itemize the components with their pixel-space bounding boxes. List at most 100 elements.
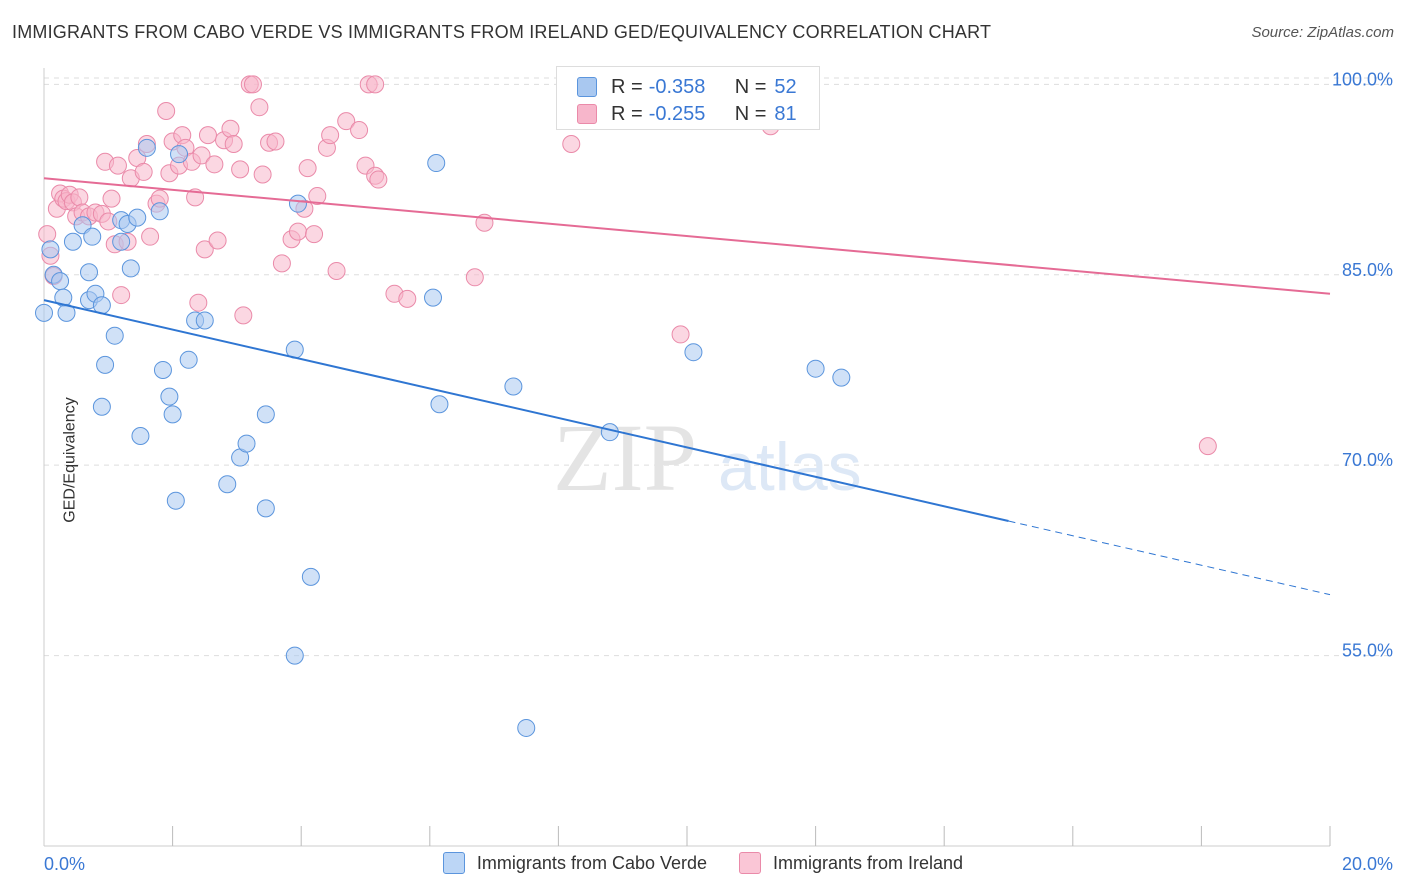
y-tick-label: 55.0% bbox=[1342, 641, 1393, 661]
legend-label: Immigrants from Ireland bbox=[773, 852, 964, 873]
n-label: N = bbox=[734, 75, 767, 98]
ireland-point bbox=[253, 165, 272, 184]
cabo-verde-point bbox=[51, 272, 70, 291]
ireland-point bbox=[337, 112, 356, 131]
cabo-verde-point bbox=[256, 499, 275, 518]
ireland-point bbox=[366, 75, 385, 94]
r-label: R = bbox=[611, 75, 643, 98]
chart-title: IMMIGRANTS FROM CABO VERDE VS IMMIGRANTS… bbox=[12, 22, 992, 42]
cabo-verde-point bbox=[153, 360, 172, 379]
r-value: -0.255 bbox=[648, 102, 706, 125]
ireland-point bbox=[208, 231, 227, 250]
trend-lines bbox=[43, 177, 1331, 596]
stats-row-cabo-verde: R = -0.358 N = 52 bbox=[577, 75, 797, 99]
ireland-point bbox=[234, 306, 253, 325]
ireland-points bbox=[38, 75, 1217, 456]
ireland-point bbox=[671, 325, 690, 344]
ireland-point bbox=[221, 119, 240, 138]
cabo-verde-point bbox=[288, 194, 307, 213]
legend-item-cabo-verde[interactable]: Immigrants from Cabo Verde bbox=[442, 852, 707, 874]
legend-item-ireland[interactable]: Immigrants from Ireland bbox=[739, 852, 963, 874]
cabo-verde-point bbox=[424, 288, 443, 307]
source-label: Source: ZipAtlas.com bbox=[1251, 24, 1394, 41]
ireland-point bbox=[465, 268, 484, 287]
y-axis-label: GED/Equivalency bbox=[61, 397, 79, 523]
ireland-swatch bbox=[577, 104, 597, 124]
watermark-zip: ZIP bbox=[553, 404, 697, 511]
ireland-point bbox=[157, 102, 176, 121]
ireland-trend-line bbox=[43, 177, 1331, 295]
cabo-verde-point bbox=[121, 259, 140, 278]
ireland-point bbox=[141, 227, 160, 246]
cabo-verde-point bbox=[160, 387, 179, 406]
ireland-point bbox=[243, 75, 262, 94]
ireland-point bbox=[112, 286, 131, 305]
cabo-verde-point bbox=[179, 350, 198, 369]
ireland-point bbox=[205, 155, 224, 174]
cabo-verde-point bbox=[832, 368, 851, 387]
cabo-verde-point bbox=[63, 232, 82, 251]
cabo-verde-point bbox=[600, 423, 619, 442]
ireland-point bbox=[1198, 437, 1217, 456]
cabo-verde-trend-extension bbox=[1008, 520, 1331, 596]
cabo-verde-point bbox=[237, 434, 256, 453]
ireland-point bbox=[189, 293, 208, 312]
cabo-verde-point bbox=[137, 138, 156, 157]
ireland-point bbox=[102, 189, 121, 208]
ireland-point bbox=[308, 187, 327, 206]
cabo-verde-point bbox=[131, 426, 150, 445]
cabo-verde-point bbox=[285, 646, 304, 665]
cabo-verde-point bbox=[92, 397, 111, 416]
ireland-point bbox=[231, 160, 250, 179]
cabo-verde-trend-line bbox=[43, 299, 1009, 523]
ireland-point bbox=[266, 132, 285, 151]
y-tick-label: 100.0% bbox=[1332, 69, 1393, 89]
ireland-point bbox=[198, 126, 217, 145]
cabo-verde-point bbox=[256, 405, 275, 424]
x-tick-label-min: 0.0% bbox=[44, 854, 85, 874]
ireland-point bbox=[321, 126, 340, 145]
x-tick-label-max: 20.0% bbox=[1342, 854, 1393, 874]
ireland-legend-swatch bbox=[739, 852, 762, 874]
cabo-verde-point bbox=[517, 718, 536, 737]
cabo-verde-point bbox=[170, 145, 189, 164]
ireland-point bbox=[562, 135, 581, 154]
ireland-point bbox=[108, 156, 127, 175]
cabo-verde-point bbox=[112, 232, 131, 251]
ireland-point bbox=[250, 98, 269, 117]
cabo-verde-point bbox=[105, 326, 124, 345]
cabo-verde-point bbox=[218, 475, 237, 494]
cabo-verde-point bbox=[301, 567, 320, 586]
cabo-verde-point bbox=[504, 377, 523, 396]
cabo-verde-point bbox=[35, 303, 53, 322]
cabo-verde-point bbox=[96, 355, 115, 374]
cabo-verde-point bbox=[166, 491, 185, 510]
ireland-point bbox=[272, 254, 291, 273]
series-legend: Immigrants from Cabo Verde Immigrants fr… bbox=[0, 852, 1406, 874]
ireland-point bbox=[369, 170, 388, 189]
cabo-verde-point bbox=[128, 208, 147, 227]
ireland-point bbox=[305, 225, 324, 244]
y-tick-labels: 55.0% 70.0% 85.0% 100.0% bbox=[1332, 69, 1393, 660]
ireland-point bbox=[134, 162, 153, 181]
ireland-point bbox=[350, 121, 369, 140]
ireland-point bbox=[224, 135, 243, 154]
n-value: 81 bbox=[774, 102, 797, 125]
cabo-verde-point bbox=[806, 359, 825, 378]
ireland-point bbox=[38, 225, 57, 244]
ireland-point bbox=[288, 222, 307, 241]
x-ticks bbox=[172, 826, 1331, 846]
ireland-point bbox=[70, 188, 89, 207]
cabo-verde-point bbox=[195, 311, 214, 330]
y-tick-label: 70.0% bbox=[1342, 450, 1393, 470]
y-tick-label: 85.0% bbox=[1342, 260, 1393, 280]
cabo-verde-swatch bbox=[577, 77, 597, 97]
ireland-point bbox=[298, 159, 317, 178]
cabo-verde-point bbox=[83, 227, 102, 246]
r-label: R = bbox=[611, 102, 643, 125]
n-label: N = bbox=[734, 102, 767, 125]
ireland-point bbox=[192, 146, 211, 165]
watermark: ZIP atlas bbox=[553, 404, 862, 511]
stats-row-ireland: R = -0.255 N = 81 bbox=[577, 102, 797, 126]
